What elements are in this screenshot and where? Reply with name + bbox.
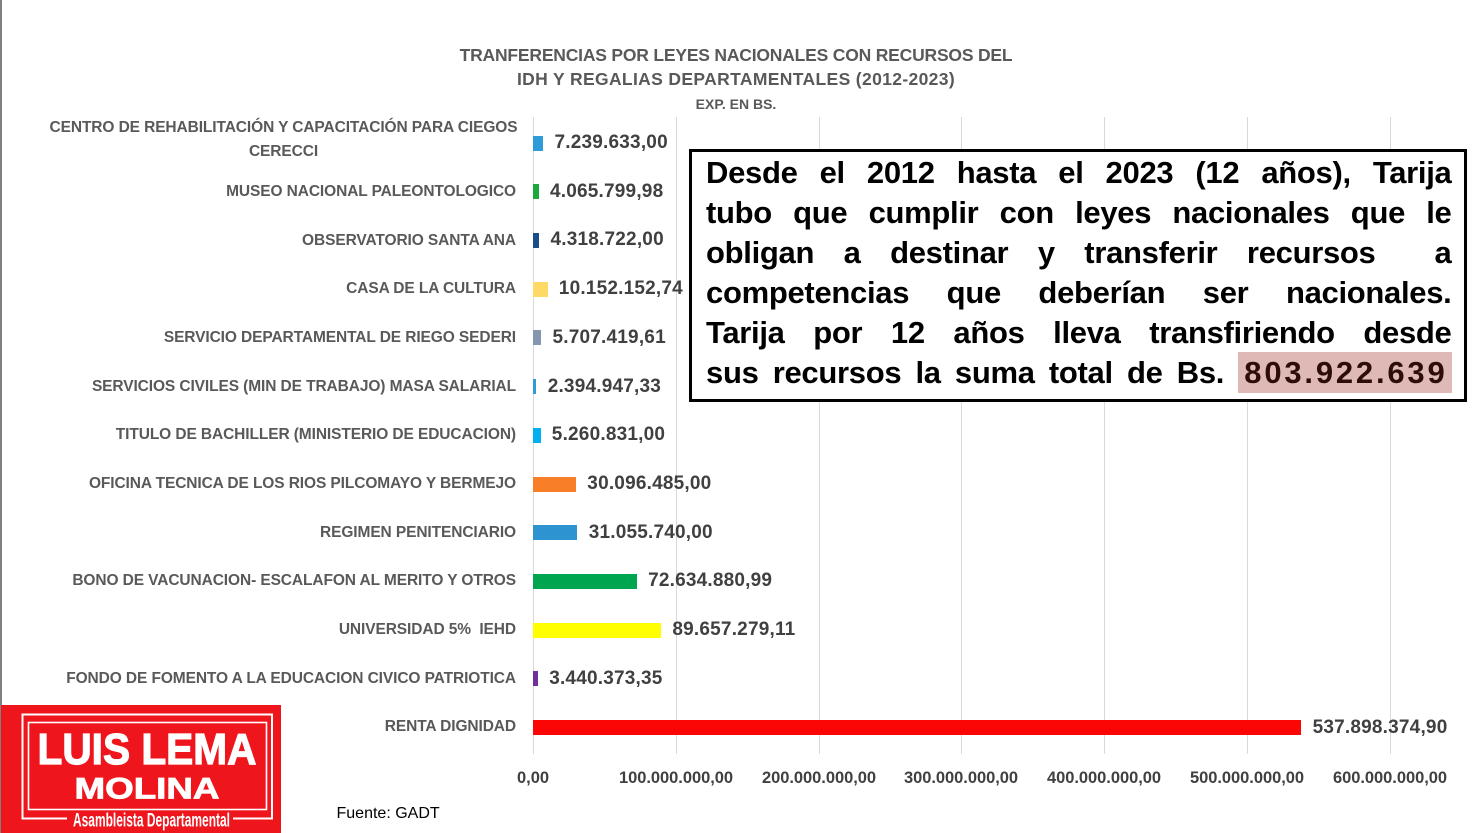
svg-text:Asambleista Departamental: Asambleista Departamental — [73, 810, 230, 832]
svg-text:LUIS LEMA: LUIS LEMA — [38, 725, 257, 774]
svg-text:MOLINA: MOLINA — [75, 773, 220, 806]
